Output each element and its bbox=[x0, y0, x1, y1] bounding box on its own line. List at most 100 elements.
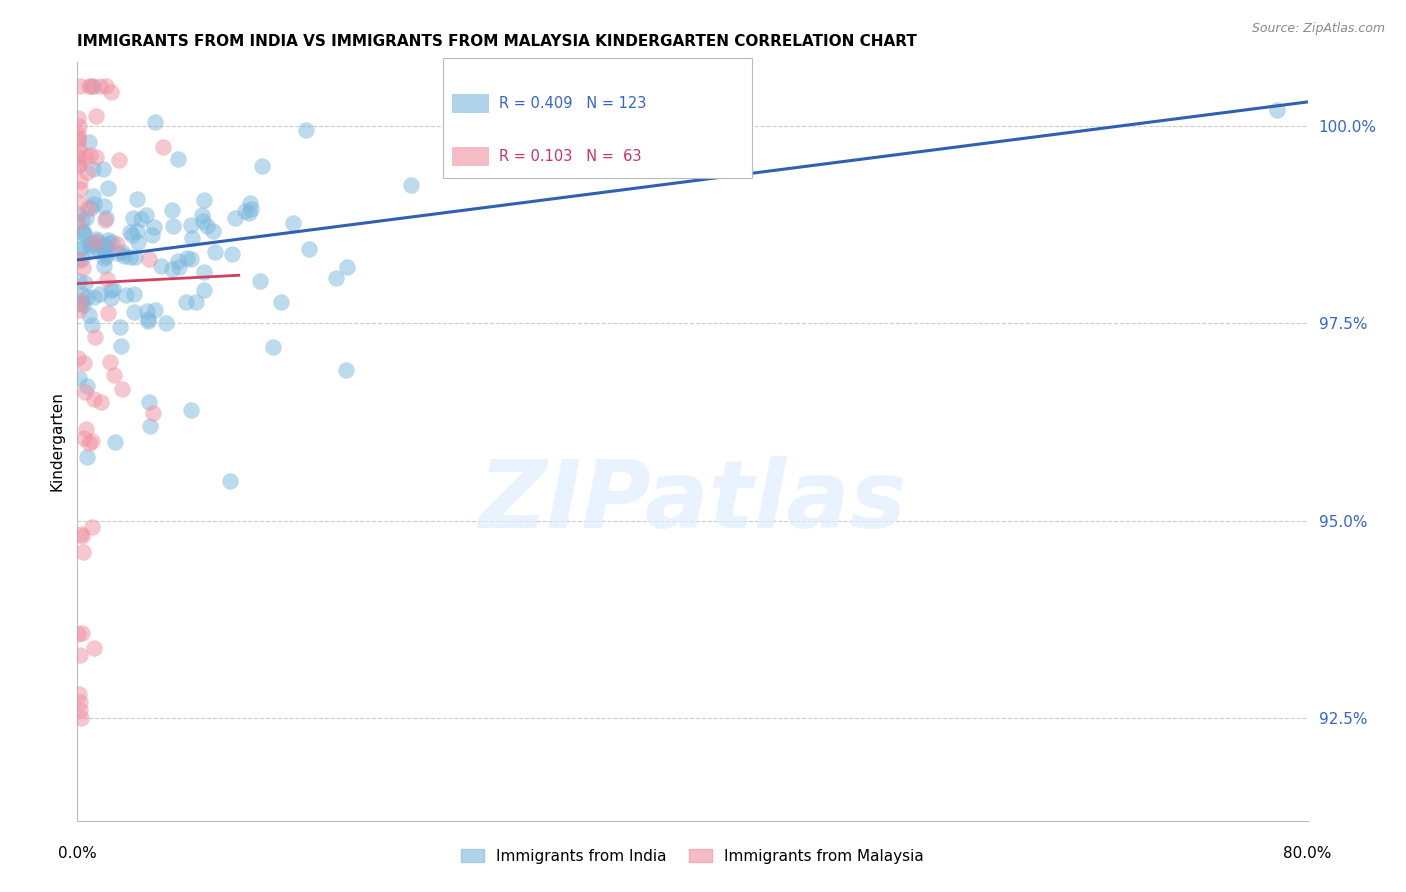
Point bbox=[139, 418, 162, 433]
Point bbox=[195, 219, 218, 233]
Point bbox=[76, 165, 98, 179]
Text: 0.0%: 0.0% bbox=[58, 846, 97, 861]
Point bbox=[94, 249, 117, 263]
Point bbox=[82, 79, 104, 94]
Point bbox=[110, 319, 132, 334]
Point bbox=[335, 363, 357, 377]
Point bbox=[160, 262, 183, 277]
Point bbox=[111, 382, 134, 396]
Point bbox=[180, 252, 202, 266]
Legend: Immigrants from India, Immigrants from Malaysia: Immigrants from India, Immigrants from M… bbox=[454, 843, 931, 870]
Point bbox=[69, 648, 91, 662]
Point bbox=[204, 245, 226, 260]
Point bbox=[67, 196, 90, 211]
Point bbox=[94, 213, 117, 227]
Point bbox=[167, 260, 190, 274]
Point bbox=[76, 290, 98, 304]
Point bbox=[79, 237, 101, 252]
Point bbox=[84, 110, 107, 124]
Point bbox=[180, 403, 202, 417]
Point bbox=[221, 246, 243, 260]
Point bbox=[80, 202, 103, 216]
Point bbox=[143, 303, 166, 318]
Point bbox=[142, 406, 165, 420]
Point bbox=[239, 196, 262, 211]
Point bbox=[84, 149, 107, 163]
Point bbox=[67, 150, 90, 164]
Point bbox=[98, 355, 121, 369]
Point bbox=[136, 314, 159, 328]
Point bbox=[94, 211, 117, 225]
Point bbox=[124, 250, 146, 264]
Point bbox=[69, 703, 91, 717]
Point bbox=[97, 236, 120, 251]
Point bbox=[181, 231, 204, 245]
Point bbox=[69, 79, 91, 94]
Point bbox=[79, 436, 101, 450]
Point bbox=[100, 85, 122, 99]
Point bbox=[75, 276, 97, 290]
Text: Source: ZipAtlas.com: Source: ZipAtlas.com bbox=[1251, 22, 1385, 36]
Point bbox=[193, 194, 215, 208]
Point bbox=[83, 392, 105, 407]
Point bbox=[77, 79, 100, 94]
Point bbox=[180, 218, 202, 232]
Point bbox=[70, 527, 93, 541]
Point bbox=[238, 206, 260, 220]
Point bbox=[262, 340, 284, 354]
Point bbox=[67, 371, 90, 385]
Point bbox=[67, 158, 90, 172]
Point bbox=[149, 259, 172, 273]
Point bbox=[118, 225, 141, 239]
Point bbox=[103, 368, 125, 383]
Point bbox=[80, 318, 103, 332]
Point bbox=[100, 291, 122, 305]
Point bbox=[1265, 103, 1288, 117]
Point bbox=[84, 330, 107, 344]
Point bbox=[72, 298, 94, 312]
Point bbox=[67, 119, 90, 133]
Point bbox=[94, 245, 117, 260]
Point bbox=[143, 219, 166, 234]
Point bbox=[96, 272, 118, 286]
Point bbox=[83, 196, 105, 211]
Point bbox=[91, 161, 114, 176]
Point bbox=[67, 135, 90, 149]
Point bbox=[67, 111, 90, 125]
Text: IMMIGRANTS FROM INDIA VS IMMIGRANTS FROM MALAYSIA KINDERGARTEN CORRELATION CHART: IMMIGRANTS FROM INDIA VS IMMIGRANTS FROM… bbox=[77, 34, 917, 49]
Point bbox=[82, 189, 104, 203]
Point bbox=[112, 249, 135, 263]
Y-axis label: Kindergarten: Kindergarten bbox=[49, 392, 65, 491]
Point bbox=[166, 152, 188, 166]
Point bbox=[82, 243, 104, 257]
Point bbox=[76, 201, 98, 215]
Point bbox=[127, 235, 149, 250]
Point bbox=[90, 394, 112, 409]
Point bbox=[104, 434, 127, 449]
Text: R = 0.409   N = 123: R = 0.409 N = 123 bbox=[499, 96, 645, 112]
Point bbox=[70, 252, 93, 266]
Point bbox=[82, 520, 104, 534]
Point bbox=[67, 252, 90, 267]
Point bbox=[77, 308, 100, 322]
Point bbox=[70, 241, 93, 255]
Point bbox=[176, 251, 198, 265]
Point bbox=[67, 215, 90, 229]
Point bbox=[110, 339, 132, 353]
Point bbox=[70, 711, 93, 725]
Point bbox=[89, 287, 111, 301]
Point bbox=[67, 158, 90, 172]
Point bbox=[136, 303, 159, 318]
Point bbox=[73, 149, 96, 163]
Point bbox=[160, 203, 183, 218]
Point bbox=[89, 243, 111, 257]
Point bbox=[224, 211, 246, 225]
Point bbox=[72, 545, 94, 559]
Point bbox=[67, 687, 90, 701]
Bar bbox=[453, 147, 489, 166]
Point bbox=[72, 225, 94, 239]
Point bbox=[122, 305, 145, 319]
Text: 80.0%: 80.0% bbox=[1284, 846, 1331, 861]
Point bbox=[82, 434, 104, 448]
Point bbox=[83, 235, 105, 250]
